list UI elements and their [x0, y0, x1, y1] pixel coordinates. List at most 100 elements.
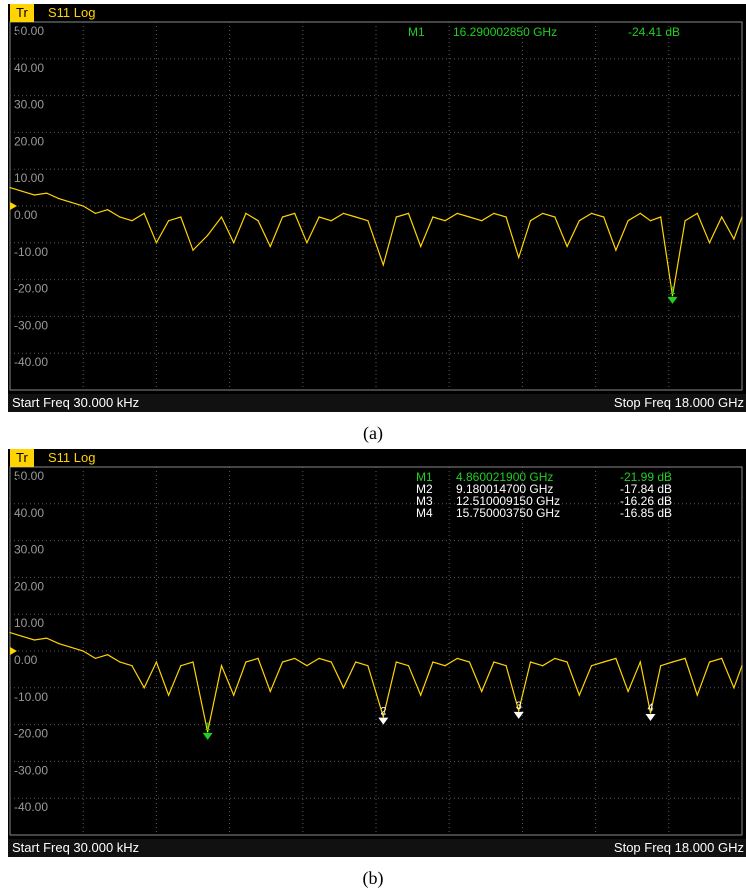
- trace-point: [355, 216, 357, 218]
- trace-point: [671, 295, 674, 297]
- trace-point: [233, 694, 235, 696]
- y-tick-label: -20.00: [14, 282, 48, 296]
- trace-point: [318, 216, 320, 218]
- y-tick-label: -10.00: [14, 245, 48, 259]
- trace-point: [294, 657, 296, 659]
- trace-point: [741, 665, 743, 667]
- trace-point: [721, 216, 723, 218]
- trace-point: [684, 220, 686, 222]
- marker-readout-value: -16.85 dB: [620, 506, 672, 520]
- trace-point: [603, 661, 605, 663]
- trace-point: [9, 187, 11, 189]
- trace-point: [420, 694, 422, 696]
- trace-point: [382, 716, 384, 718]
- trace-point: [70, 646, 72, 648]
- start-freq-label[interactable]: Start Freq 30.000 kHz: [12, 840, 140, 855]
- trace-point: [566, 245, 568, 248]
- y-tick-label: 40.00: [14, 61, 44, 75]
- trace-point: [566, 661, 568, 663]
- trace-point: [342, 212, 345, 214]
- status-bar-a: Start Freq 30.000 kHz Stop Freq 18.000 G…: [8, 394, 746, 412]
- trace-point: [155, 242, 157, 244]
- trace-point: [9, 632, 11, 634]
- trace-point: [245, 212, 247, 214]
- marker-number: 1: [669, 285, 675, 297]
- trace-point: [46, 192, 48, 194]
- trace-point: [257, 220, 259, 222]
- reference-level-arrow: [10, 647, 17, 655]
- trace-point: [143, 687, 145, 689]
- trace-point: [554, 216, 556, 218]
- trace-point: [367, 665, 369, 667]
- trace-point: [94, 212, 96, 214]
- trace-point: [355, 661, 357, 663]
- trace-point: [330, 661, 332, 663]
- s11-plot-a[interactable]: 50.00 40.00 30.00 20.00 10.00 0.00 -10.00 -20.0…: [8, 4, 746, 394]
- trace-point: [649, 712, 652, 714]
- trace-point: [481, 690, 483, 693]
- trace-point: [131, 665, 133, 667]
- trace-title: S11 Log: [48, 5, 96, 20]
- trace-point: [627, 690, 629, 693]
- trace-point: [590, 665, 593, 667]
- trace-point: [671, 661, 674, 663]
- trace-point: [468, 216, 471, 218]
- marker-triangle-icon: [202, 732, 213, 740]
- trace-point: [639, 212, 641, 214]
- trace-tab-tr1[interactable]: Tr 1: [10, 449, 34, 483]
- trace-point: [257, 657, 259, 659]
- marker-readout: M1 4.860021900 GHz -21.99 dB M2 9.180014700 …: [416, 470, 672, 520]
- marker-readout-freq: 15.750003750 GHz: [456, 506, 560, 520]
- trace-point: [180, 216, 182, 218]
- trace-point: [306, 665, 308, 667]
- trace-point: [481, 220, 483, 222]
- trace-point: [119, 216, 121, 218]
- marker-readout-value: -24.41 dB: [628, 25, 680, 39]
- trace-point: [342, 687, 345, 689]
- y-tick-label: 50.00: [14, 24, 44, 38]
- trace-title: S11 Log: [48, 450, 96, 465]
- trace-point: [245, 661, 247, 663]
- trace-point: [330, 220, 332, 222]
- marker-number: 3: [516, 700, 522, 712]
- s11-plot-b[interactable]: 50.00 40.00 30.00 20.00 10.00 0.00 -10.00 -20.0…: [8, 449, 746, 839]
- reference-level-arrow: [10, 202, 17, 210]
- trace-point: [46, 637, 48, 639]
- trace-point: [708, 242, 711, 244]
- trace-point: [281, 661, 284, 663]
- marker-number: 2: [380, 706, 386, 718]
- y-tick-label: -30.00: [14, 763, 48, 777]
- stop-freq-label[interactable]: Stop Freq 18.000 GHz: [613, 395, 744, 410]
- caption-a: (a): [363, 423, 383, 443]
- trace-point: [168, 220, 170, 222]
- marker-readout-freq: 4.860021900 GHz: [456, 470, 553, 484]
- trace-point: [21, 635, 23, 637]
- trace-point: [82, 650, 84, 652]
- trace-point: [649, 220, 652, 222]
- stop-freq-label[interactable]: Stop Freq 18.000 GHz: [613, 840, 744, 855]
- trace-point: [192, 661, 194, 663]
- start-freq-label[interactable]: Start Freq 30.000 kHz: [12, 395, 140, 410]
- trace-tab-tr1[interactable]: Tr 1: [10, 4, 34, 38]
- y-tick-label: -40.00: [14, 800, 48, 814]
- trace-point: [578, 220, 580, 222]
- y-tick-label: -20.00: [14, 727, 48, 741]
- marker-number: 4: [648, 702, 654, 714]
- trace-point: [542, 665, 544, 667]
- trace-point: [233, 242, 235, 244]
- trace-point: [143, 212, 145, 214]
- y-tick-label: -10.00: [14, 690, 48, 704]
- trace-point: [590, 212, 593, 214]
- marker-readout-label: M1: [416, 470, 433, 484]
- marker-readout-value: -16.26 dB: [620, 494, 672, 508]
- trace-point: [696, 694, 698, 696]
- y-tick-label: 10.00: [14, 616, 44, 630]
- y-tick-label: 0.00: [14, 208, 38, 222]
- y-tick-label: 10.00: [14, 171, 44, 185]
- trace-point: [207, 731, 209, 733]
- trace-point: [554, 657, 556, 659]
- trace-point: [119, 661, 121, 663]
- trace-point: [493, 212, 495, 214]
- marker-readout-label: M3: [416, 494, 433, 508]
- trace-point: [395, 216, 397, 218]
